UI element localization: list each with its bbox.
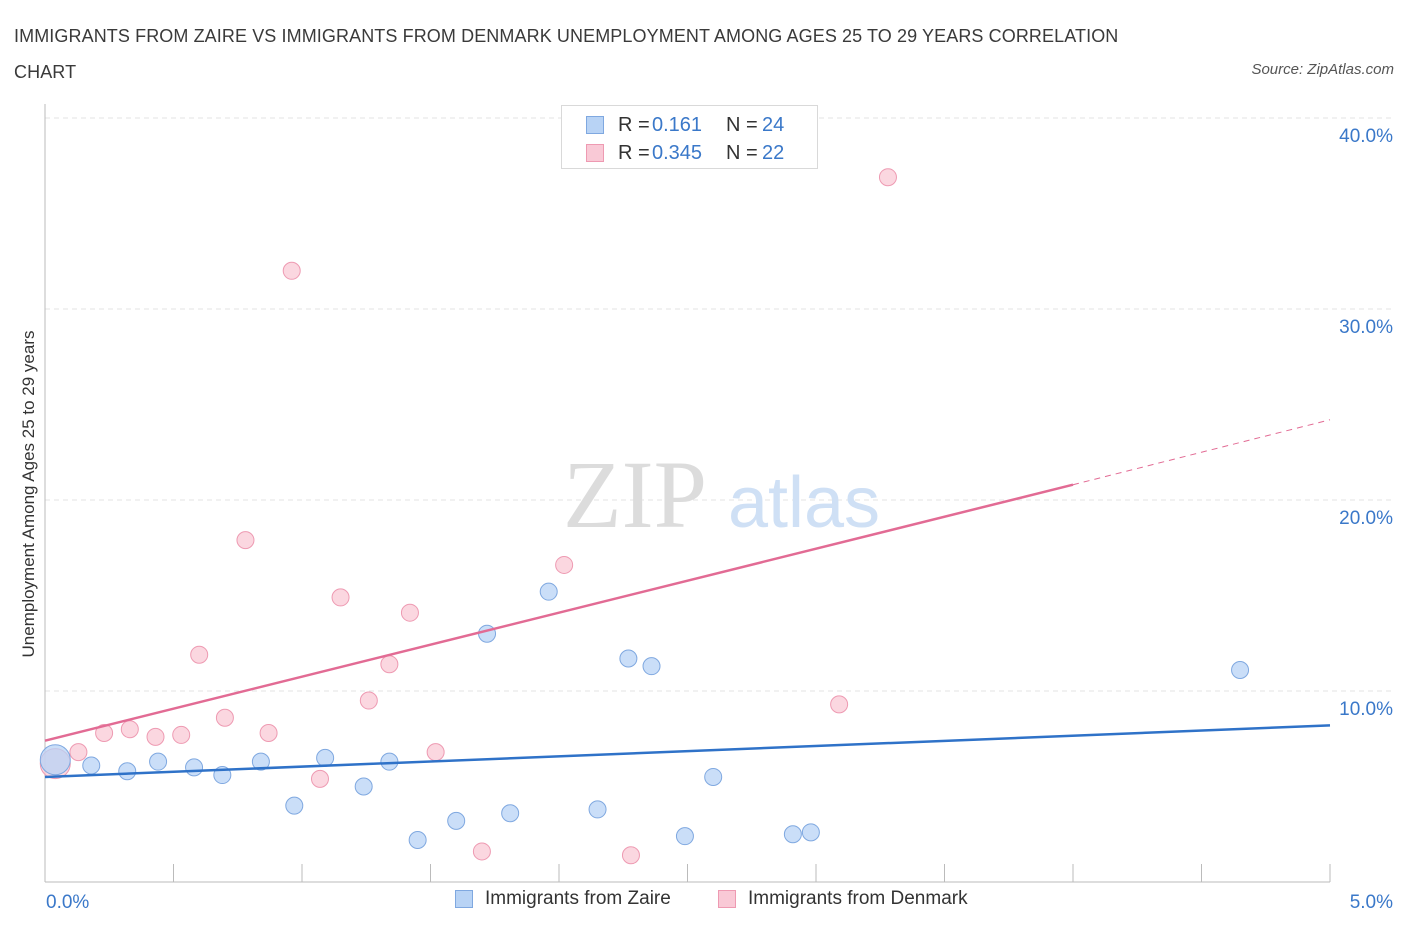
y-tick-label: 10.0% (1339, 699, 1393, 720)
zaire-point (642, 657, 661, 676)
zaire-point (285, 796, 304, 815)
zaire-point (447, 811, 466, 830)
watermark-atlas: atlas (728, 463, 880, 543)
denmark-point (146, 727, 165, 746)
legend-r-label: R = (618, 113, 650, 136)
series-legend-denmark: Immigrants from Denmark (718, 888, 968, 910)
zaire-point (251, 752, 270, 771)
source-label: Source: ZipAtlas.com (1251, 61, 1394, 78)
denmark-point (555, 555, 574, 574)
denmark-point (380, 655, 399, 674)
zaire-point (354, 777, 373, 796)
zaire-point (82, 756, 101, 775)
stats-legend: R = 0.161 N = 24 R = 0.345 N = 22 (561, 105, 818, 169)
denmark-point (69, 743, 88, 762)
denmark-trend-line (44, 483, 1074, 742)
zaire-point (39, 744, 71, 776)
series-swatch-zaire (455, 890, 473, 908)
legend-n-value: 24 (762, 113, 785, 136)
denmark-point (282, 261, 301, 280)
legend-n-label: N = (726, 113, 758, 136)
x-tick-label: 0.0% (46, 892, 89, 913)
zaire-point (149, 752, 168, 771)
denmark-point (172, 725, 191, 744)
y-tick-label: 30.0% (1339, 317, 1393, 338)
denmark-point (359, 691, 378, 710)
legend-n-label: N = (726, 141, 758, 164)
legend-n-value: 22 (762, 141, 785, 164)
x-tick-label: 5.0% (1350, 892, 1393, 913)
denmark-point (472, 842, 491, 861)
series-legend: Immigrants from Zaire Immigrants from De… (0, 888, 1406, 916)
denmark-point (95, 724, 114, 743)
zaire-trend-line (44, 724, 1331, 779)
denmark-point (426, 743, 445, 762)
zaire-point (501, 804, 520, 823)
legend-r-value: 0.161 (652, 113, 703, 136)
zaire-point (619, 649, 638, 668)
legend-swatch-zaire (586, 116, 604, 134)
tick-labels: 10.0% 20.0% 30.0% 40.0% 0.0% 5.0% (46, 126, 1393, 913)
legend-r-value: 0.345 (652, 141, 703, 164)
watermark-zip: ZIP (563, 441, 707, 548)
series-name-zaire: Immigrants from Zaire (485, 888, 671, 909)
denmark-point (215, 708, 234, 727)
zaire-point (478, 624, 497, 643)
zaire-point (118, 762, 137, 781)
trend-lines (44, 419, 1331, 779)
zaire-point (783, 825, 802, 844)
zaire-point (539, 582, 558, 601)
zaire-point (801, 823, 820, 842)
denmark-point (259, 724, 278, 743)
denmark-trend-extension (1072, 419, 1331, 486)
legend-row-denmark: R = 0.345 N = 22 (586, 140, 784, 166)
y-axis-label: Unemployment Among Ages 25 to 29 years (19, 331, 38, 658)
legend-swatch-denmark (586, 144, 604, 162)
zaire-points (39, 582, 1250, 849)
series-legend-zaire: Immigrants from Zaire (455, 888, 671, 910)
series-swatch-denmark (718, 890, 736, 908)
denmark-point (190, 645, 209, 664)
zaire-point (316, 748, 335, 767)
y-tick-label: 40.0% (1339, 126, 1393, 147)
zaire-point (185, 758, 204, 777)
zaire-point (675, 827, 694, 846)
denmark-point (878, 168, 897, 187)
legend-row-zaire: R = 0.161 N = 24 (586, 112, 784, 138)
denmark-point (331, 588, 350, 607)
legend-r-label: R = (618, 141, 650, 164)
grid-lines (45, 117, 1395, 692)
denmark-point (310, 769, 329, 788)
chart-title: IMMIGRANTS FROM ZAIRE VS IMMIGRANTS FROM… (14, 26, 1119, 82)
denmark-point (120, 720, 139, 739)
zaire-point (704, 767, 723, 786)
zaire-point (408, 830, 427, 849)
denmark-point (236, 531, 255, 550)
y-tick-label: 20.0% (1339, 508, 1393, 529)
zaire-point (588, 800, 607, 819)
denmark-point (621, 846, 640, 865)
series-name-denmark: Immigrants from Denmark (748, 888, 968, 909)
zaire-point (1231, 660, 1250, 679)
denmark-point (400, 603, 419, 622)
denmark-point (830, 695, 849, 714)
